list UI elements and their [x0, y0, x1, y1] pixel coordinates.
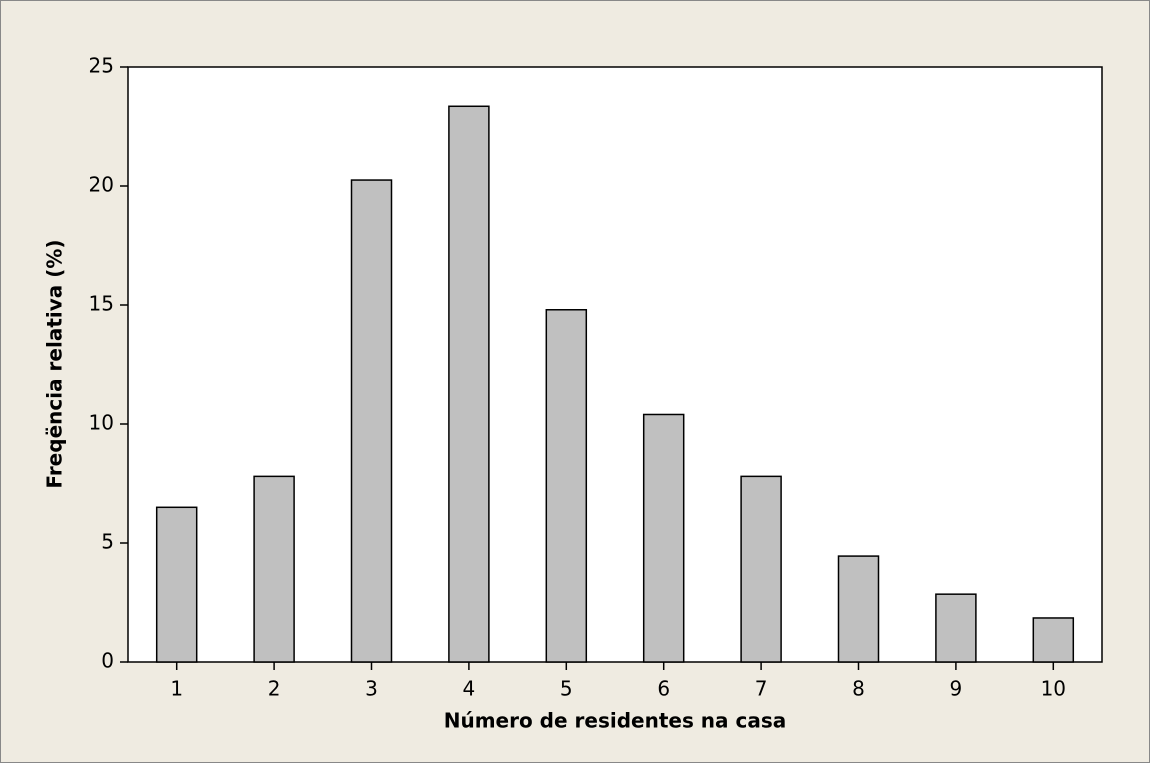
x-tick-label: 8 — [852, 677, 865, 701]
x-axis-label: Número de residentes na casa — [444, 709, 787, 733]
x-tick-label: 1 — [170, 677, 183, 701]
bar — [253, 475, 295, 663]
y-tick-label: 5 — [101, 530, 114, 554]
x-tick-label: 2 — [268, 677, 281, 701]
bar — [448, 105, 490, 663]
y-tick-label: 10 — [89, 411, 114, 435]
x-tick-label: 3 — [365, 677, 378, 701]
bar — [935, 593, 977, 663]
x-tick-label: 5 — [560, 677, 573, 701]
bar — [1032, 617, 1075, 663]
bar — [642, 413, 685, 663]
y-axis-label: Freqëncia relativa (%) — [43, 239, 67, 488]
x-tick-label: 10 — [1041, 677, 1066, 701]
bar — [545, 309, 588, 663]
y-tick-label: 15 — [89, 292, 114, 316]
y-tick-label: 0 — [101, 649, 114, 673]
x-tick-label: 7 — [755, 677, 768, 701]
bar — [837, 555, 880, 663]
x-tick-label: 6 — [657, 677, 670, 701]
bar — [740, 475, 782, 663]
y-tick-label: 20 — [89, 173, 114, 197]
bar — [155, 506, 198, 663]
y-tick-label: 25 — [89, 54, 114, 78]
x-tick-label: 9 — [950, 677, 963, 701]
x-tick-label: 4 — [463, 677, 476, 701]
bar — [350, 179, 393, 663]
